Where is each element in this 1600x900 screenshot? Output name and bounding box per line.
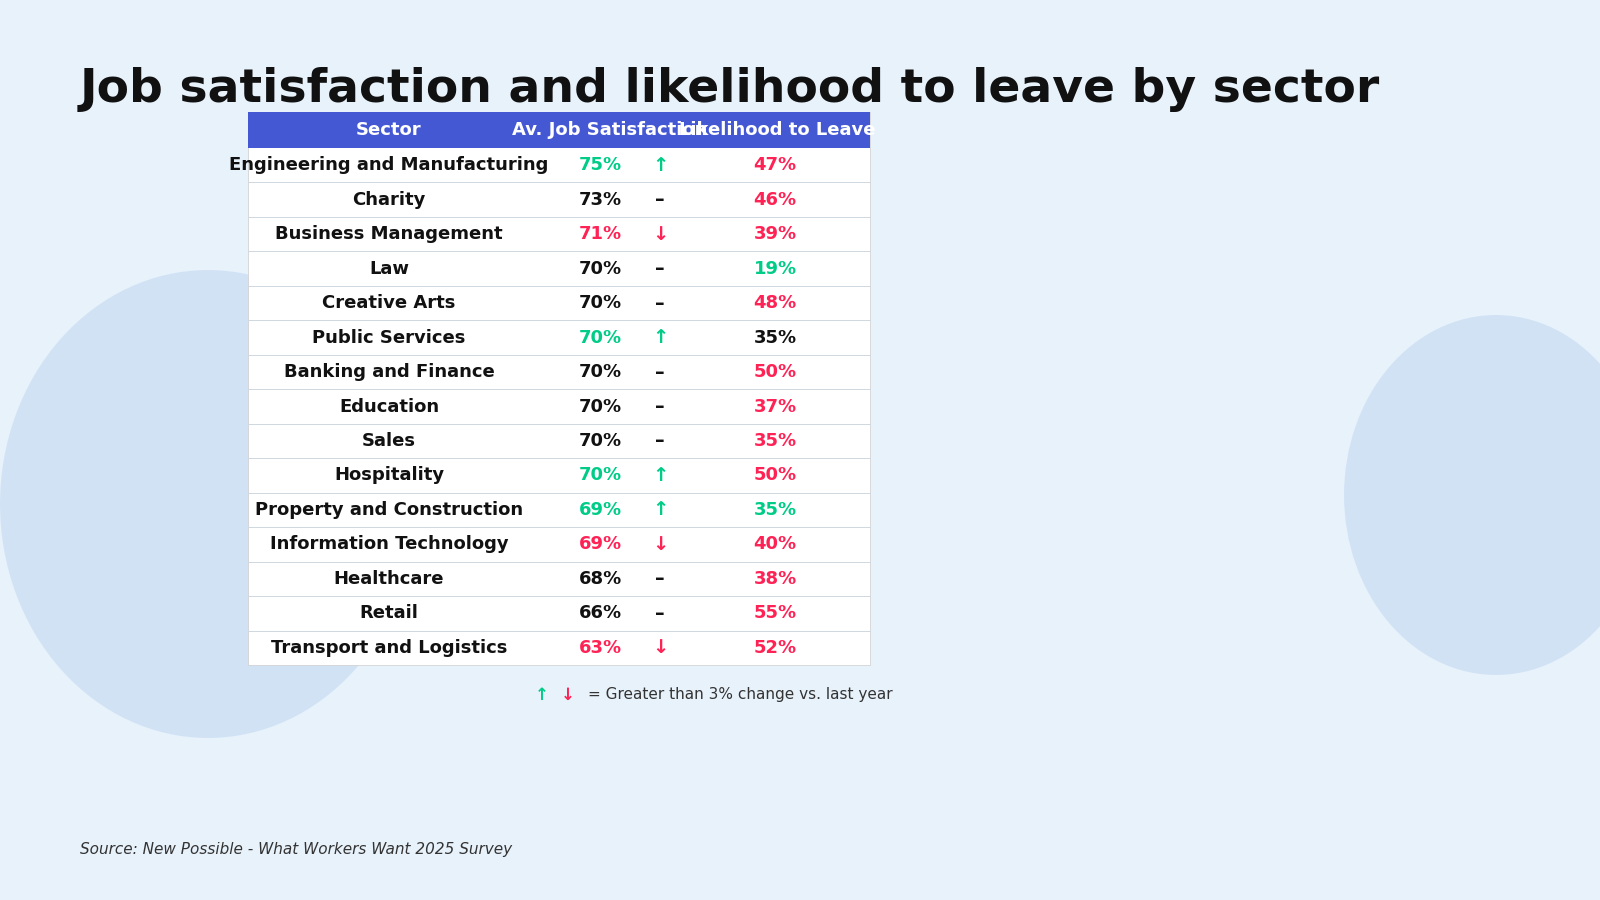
Text: 55%: 55%	[754, 604, 797, 622]
Text: Hospitality: Hospitality	[334, 466, 445, 484]
Text: Information Technology: Information Technology	[270, 536, 509, 554]
Text: Creative Arts: Creative Arts	[322, 294, 456, 312]
Text: 40%: 40%	[754, 536, 797, 554]
Text: 52%: 52%	[754, 639, 797, 657]
Text: 69%: 69%	[579, 501, 621, 519]
Text: 47%: 47%	[754, 157, 797, 175]
Text: 35%: 35%	[754, 501, 797, 519]
Text: 70%: 70%	[579, 328, 621, 346]
Text: 70%: 70%	[579, 432, 621, 450]
Text: Education: Education	[339, 398, 438, 416]
Text: 70%: 70%	[579, 398, 621, 416]
Text: Job satisfaction and likelihood to leave by sector: Job satisfaction and likelihood to leave…	[80, 68, 1381, 112]
Text: 70%: 70%	[579, 259, 621, 277]
Text: –: –	[654, 363, 666, 382]
Text: Transport and Logistics: Transport and Logistics	[270, 639, 507, 657]
Text: –: –	[654, 570, 666, 589]
Text: 50%: 50%	[754, 466, 797, 484]
Text: ↓: ↓	[651, 225, 669, 244]
Text: –: –	[654, 190, 666, 209]
Text: Charity: Charity	[352, 191, 426, 209]
Text: Sector: Sector	[357, 121, 422, 139]
Text: Public Services: Public Services	[312, 328, 466, 346]
Text: 68%: 68%	[578, 570, 622, 588]
Text: 48%: 48%	[754, 294, 797, 312]
Text: –: –	[654, 431, 666, 451]
Text: Law: Law	[370, 259, 410, 277]
Text: ↑: ↑	[651, 466, 669, 485]
Text: –: –	[654, 259, 666, 278]
Text: 19%: 19%	[754, 259, 797, 277]
Text: = Greater than 3% change vs. last year: = Greater than 3% change vs. last year	[587, 688, 893, 703]
Text: ↓: ↓	[651, 535, 669, 554]
Text: 37%: 37%	[754, 398, 797, 416]
Text: Likelihood to Leave: Likelihood to Leave	[678, 121, 875, 139]
Text: 70%: 70%	[579, 363, 621, 381]
Text: 69%: 69%	[579, 536, 621, 554]
Text: –: –	[654, 604, 666, 623]
Text: Banking and Finance: Banking and Finance	[283, 363, 494, 381]
Text: –: –	[654, 397, 666, 416]
Text: ↑: ↑	[651, 500, 669, 519]
Text: 66%: 66%	[579, 604, 621, 622]
Text: Healthcare: Healthcare	[334, 570, 445, 588]
Text: 63%: 63%	[579, 639, 621, 657]
Text: 71%: 71%	[579, 225, 621, 243]
Text: –: –	[654, 293, 666, 312]
Text: 50%: 50%	[754, 363, 797, 381]
Text: Engineering and Manufacturing: Engineering and Manufacturing	[229, 157, 549, 175]
Text: 35%: 35%	[754, 328, 797, 346]
Text: ↑: ↑	[651, 156, 669, 175]
Text: 73%: 73%	[579, 191, 621, 209]
Text: Property and Construction: Property and Construction	[254, 501, 523, 519]
Text: 70%: 70%	[579, 466, 621, 484]
Text: 70%: 70%	[579, 294, 621, 312]
Text: 38%: 38%	[754, 570, 797, 588]
Text: Source: New Possible - What Workers Want 2025 Survey: Source: New Possible - What Workers Want…	[80, 842, 512, 857]
Text: ↓: ↓	[560, 686, 574, 704]
Text: 39%: 39%	[754, 225, 797, 243]
Text: ↑: ↑	[534, 686, 549, 704]
Text: ↑: ↑	[651, 328, 669, 347]
Text: Sales: Sales	[362, 432, 416, 450]
Text: Av. Job Satisfaction: Av. Job Satisfaction	[512, 121, 707, 139]
Text: ↓: ↓	[651, 638, 669, 657]
Text: 46%: 46%	[754, 191, 797, 209]
Text: 35%: 35%	[754, 432, 797, 450]
Text: Retail: Retail	[360, 604, 419, 622]
Text: Business Management: Business Management	[275, 225, 502, 243]
Text: 75%: 75%	[579, 157, 621, 175]
